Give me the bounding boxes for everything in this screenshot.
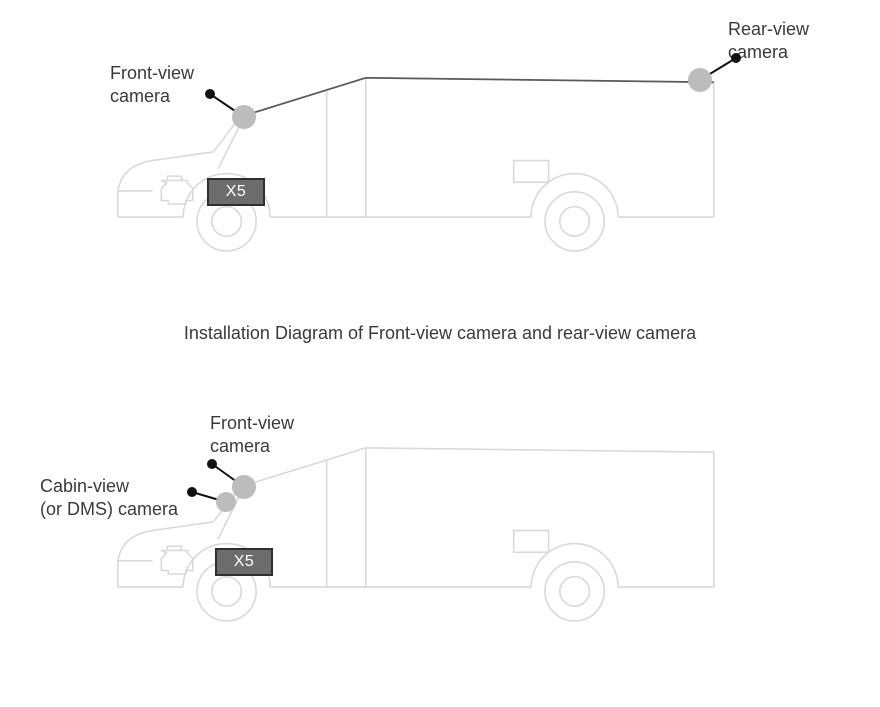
bot-front-cam-camera-dot xyxy=(232,475,256,499)
top-rear-cam-anchor-dot xyxy=(731,53,741,63)
bot-front-cam-anchor-dot xyxy=(207,459,217,469)
x5-box-bottom: X5 xyxy=(215,548,273,576)
label-cabin-camera-bottom: Cabin-view (or DMS) camera xyxy=(40,475,178,520)
x5-box-top: X5 xyxy=(207,178,265,206)
top-front-cam-camera-dot xyxy=(232,105,256,129)
page-canvas: Front-view camera Rear-view camera Insta… xyxy=(0,0,880,707)
diagram-caption: Installation Diagram of Front-view camer… xyxy=(160,322,720,345)
bot-cabin-cam-anchor-dot xyxy=(187,487,197,497)
top-rear-cam-camera-dot xyxy=(688,68,712,92)
label-front-camera-bottom: Front-view camera xyxy=(210,412,294,457)
bot-cabin-cam-camera-dot xyxy=(216,492,236,512)
top-front-cam-anchor-dot xyxy=(205,89,215,99)
label-front-camera-top: Front-view camera xyxy=(110,62,194,107)
